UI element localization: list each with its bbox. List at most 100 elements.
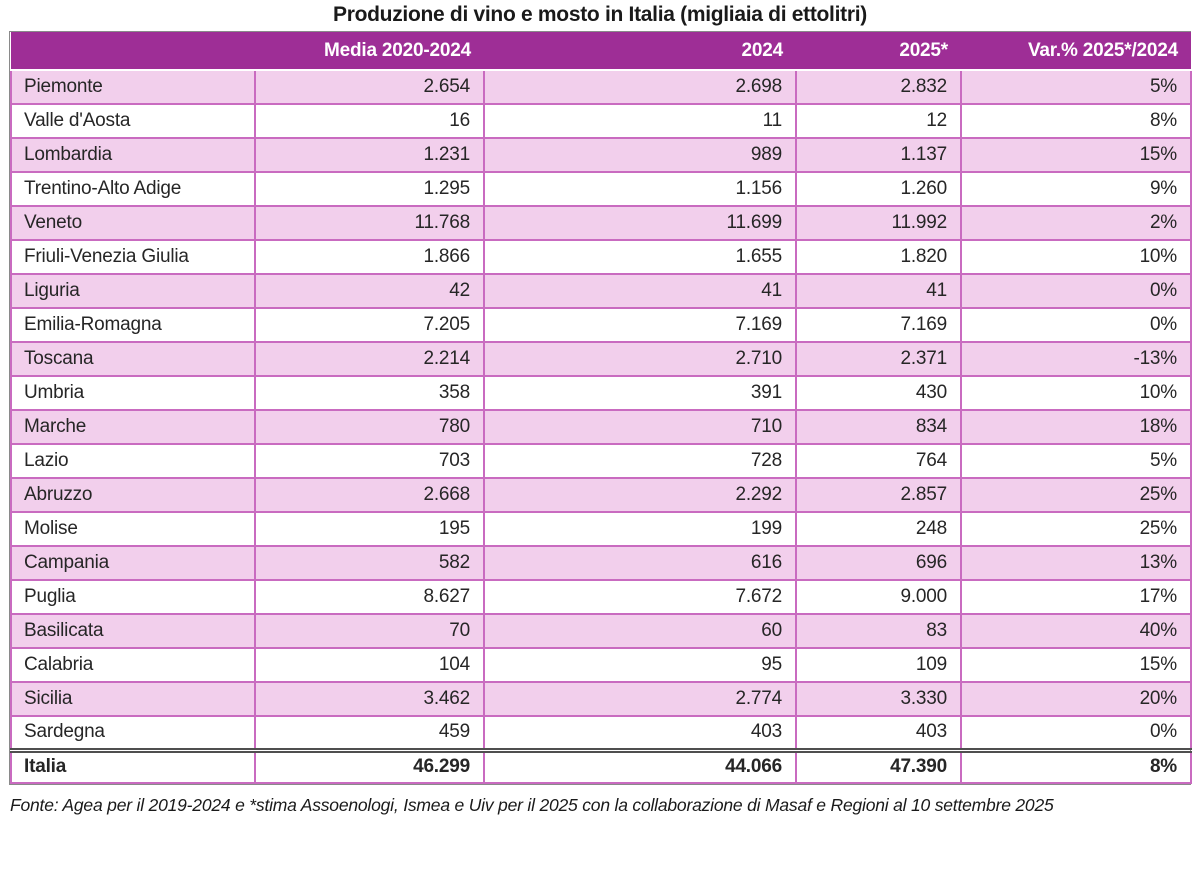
table-row: Abruzzo 2.668 2.292 2.857 25% <box>10 477 1192 513</box>
value-cell: 47.390 <box>795 747 962 784</box>
region-name-cell: Valle d'Aosta <box>10 103 256 139</box>
region-name-cell: Veneto <box>10 205 256 241</box>
value-cell: 5% <box>960 69 1192 105</box>
value-cell: 13% <box>960 545 1192 581</box>
value-cell: 764 <box>795 443 962 479</box>
table-row: Toscana 2.214 2.710 2.371 -13% <box>10 341 1192 377</box>
value-cell: 7.169 <box>483 307 797 343</box>
value-cell: 195 <box>254 511 485 547</box>
value-cell: 46.299 <box>254 747 485 784</box>
region-name-cell: Basilicata <box>10 613 256 649</box>
value-cell: 10% <box>960 375 1192 411</box>
table-header: Media 2020-2024 2024 2025* Var.% 2025*/2… <box>11 32 1191 71</box>
value-cell: 41 <box>483 273 797 309</box>
source-note: Fonte: Agea per il 2019-2024 e *stima As… <box>10 795 1054 815</box>
region-name-cell: Sardegna <box>10 715 256 751</box>
value-cell: 1.156 <box>483 171 797 207</box>
value-cell: 2% <box>960 205 1192 241</box>
value-cell: 25% <box>960 477 1192 513</box>
value-cell: 109 <box>795 647 962 683</box>
region-name-cell: Puglia <box>10 579 256 615</box>
table-row: Marche 780 710 834 18% <box>10 409 1192 445</box>
table-row: Friuli-Venezia Giulia 1.866 1.655 1.820 10% <box>10 239 1192 275</box>
region-name-cell: Friuli-Venezia Giulia <box>10 239 256 275</box>
value-cell: 459 <box>254 715 485 751</box>
region-name-cell: Italia <box>10 747 256 784</box>
value-cell: 1.866 <box>254 239 485 275</box>
value-cell: 2.668 <box>254 477 485 513</box>
table-row: Molise 195 199 248 25% <box>10 511 1192 547</box>
value-cell: 2.214 <box>254 341 485 377</box>
value-cell: 18% <box>960 409 1192 445</box>
value-cell: 5% <box>960 443 1192 479</box>
value-cell: 2.857 <box>795 477 962 513</box>
value-cell: 11.768 <box>254 205 485 241</box>
table-row: Emilia-Romagna 7.205 7.169 7.169 0% <box>10 307 1192 343</box>
value-cell: 703 <box>254 443 485 479</box>
value-cell: 728 <box>483 443 797 479</box>
value-cell: 8% <box>960 747 1192 784</box>
value-cell: 17% <box>960 579 1192 615</box>
value-cell: 11.992 <box>795 205 962 241</box>
value-cell: 710 <box>483 409 797 445</box>
value-cell: 403 <box>795 715 962 751</box>
value-cell: 20% <box>960 681 1192 717</box>
table-row: Valle d'Aosta 16 11 12 8% <box>10 103 1192 139</box>
column-header-region <box>11 32 255 71</box>
value-cell: 834 <box>795 409 962 445</box>
value-cell: 2.371 <box>795 341 962 377</box>
region-name-cell: Campania <box>10 545 256 581</box>
value-cell: 1.231 <box>254 137 485 173</box>
value-cell: 3.462 <box>254 681 485 717</box>
column-header-2024: 2024 <box>484 32 796 71</box>
value-cell: 2.698 <box>483 69 797 105</box>
value-cell: 2.654 <box>254 69 485 105</box>
value-cell: 8% <box>960 103 1192 139</box>
region-name-cell: Abruzzo <box>10 477 256 513</box>
value-cell: 7.205 <box>254 307 485 343</box>
value-cell: 7.672 <box>483 579 797 615</box>
value-cell: 582 <box>254 545 485 581</box>
value-cell: 11.699 <box>483 205 797 241</box>
value-cell: 616 <box>483 545 797 581</box>
value-cell: 989 <box>483 137 797 173</box>
value-cell: 15% <box>960 647 1192 683</box>
value-cell: 40% <box>960 613 1192 649</box>
value-cell: 0% <box>960 715 1192 751</box>
value-cell: 70 <box>254 613 485 649</box>
region-name-cell: Toscana <box>10 341 256 377</box>
value-cell: 696 <box>795 545 962 581</box>
table-row: Liguria 42 41 41 0% <box>10 273 1192 309</box>
table-row: Umbria 358 391 430 10% <box>10 375 1192 411</box>
wine-production-table: Media 2020-2024 2024 2025* Var.% 2025*/2… <box>10 32 1192 784</box>
table-row: Campania 582 616 696 13% <box>10 545 1192 581</box>
value-cell: 104 <box>254 647 485 683</box>
value-cell: 1.137 <box>795 137 962 173</box>
table-row: Lombardia 1.231 989 1.137 15% <box>10 137 1192 173</box>
value-cell: 1.295 <box>254 171 485 207</box>
value-cell: 1.260 <box>795 171 962 207</box>
region-name-cell: Sicilia <box>10 681 256 717</box>
table-row: Sardegna 459 403 403 0% <box>10 715 1192 751</box>
value-cell: 60 <box>483 613 797 649</box>
value-cell: 16 <box>254 103 485 139</box>
value-cell: 2.292 <box>483 477 797 513</box>
value-cell: 12 <box>795 103 962 139</box>
value-cell: 1.820 <box>795 239 962 275</box>
header-row: Media 2020-2024 2024 2025* Var.% 2025*/2… <box>11 32 1191 71</box>
region-name-cell: Piemonte <box>10 69 256 105</box>
value-cell: 780 <box>254 409 485 445</box>
value-cell: 44.066 <box>483 747 797 784</box>
value-cell: 0% <box>960 273 1192 309</box>
region-name-cell: Trentino-Alto Adige <box>10 171 256 207</box>
value-cell: -13% <box>960 341 1192 377</box>
value-cell: 9.000 <box>795 579 962 615</box>
value-cell: 10% <box>960 239 1192 275</box>
table-row: Calabria 104 95 109 15% <box>10 647 1192 683</box>
region-name-cell: Lombardia <box>10 137 256 173</box>
value-cell: 9% <box>960 171 1192 207</box>
region-name-cell: Molise <box>10 511 256 547</box>
value-cell: 358 <box>254 375 485 411</box>
table-row: Basilicata 70 60 83 40% <box>10 613 1192 649</box>
